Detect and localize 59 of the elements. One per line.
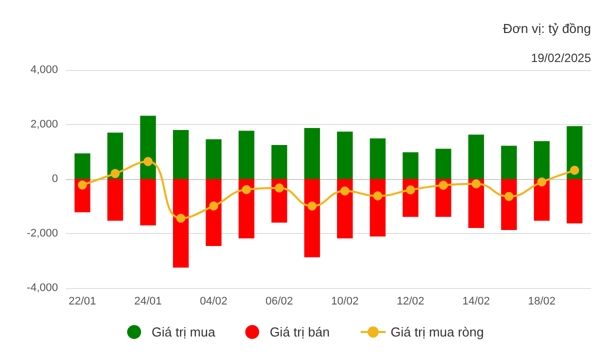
- y-tick-label: -2,000: [26, 228, 58, 240]
- bar: [501, 179, 517, 230]
- y-tick-label: 4,000: [30, 64, 58, 76]
- bar: [74, 153, 90, 179]
- bar: [566, 126, 582, 179]
- point: [406, 185, 416, 194]
- bar: [501, 146, 517, 179]
- y-tick-label: 2,000: [30, 118, 58, 130]
- point: [209, 201, 218, 210]
- bar: [337, 179, 353, 238]
- bar: [140, 116, 156, 179]
- y-tick-label: 0: [52, 173, 58, 185]
- bar: [271, 144, 288, 179]
- text: Đơn vị: tỷ đồng: [502, 21, 592, 36]
- legend-label: Giá trị bán: [270, 324, 330, 340]
- bar: [534, 141, 550, 179]
- y-tick-label: -4,000: [26, 282, 58, 294]
- bar: [172, 179, 189, 268]
- point: [340, 186, 350, 196]
- x-tick-label: 14/02: [462, 296, 490, 308]
- point: [110, 169, 120, 178]
- x-tick-label: 24/01: [134, 296, 162, 308]
- bar: [468, 134, 484, 179]
- bar: [402, 152, 418, 179]
- point: [78, 180, 87, 190]
- bar: [238, 130, 254, 179]
- point: [242, 185, 251, 194]
- point: [308, 201, 317, 210]
- x-tick-label: 12/02: [396, 296, 424, 308]
- x-tick-label: 18/02: [528, 296, 556, 308]
- bar: [370, 138, 386, 179]
- x-tick-label: 10/02: [331, 296, 359, 308]
- x-tick-label: 06/02: [266, 296, 294, 308]
- point: [274, 183, 284, 192]
- bar: [337, 132, 353, 179]
- point: [438, 180, 448, 190]
- bar: [107, 179, 124, 221]
- point: [570, 166, 580, 175]
- bar: [304, 179, 320, 258]
- point: [176, 214, 186, 223]
- legend-label: Giá trị mua ròng: [390, 324, 484, 340]
- bar: [370, 179, 386, 236]
- bar: [172, 130, 189, 179]
- bar: [566, 179, 582, 224]
- x-tick-label: 22/01: [68, 296, 96, 308]
- bar: [206, 179, 222, 246]
- text: 19/02/2025: [530, 51, 592, 65]
- bar: [140, 179, 156, 226]
- point: [144, 157, 153, 166]
- x-tick-label: 04/02: [200, 296, 228, 308]
- legend-label: Giá trị mua: [152, 324, 216, 340]
- bar: [206, 139, 222, 179]
- point: [472, 179, 481, 188]
- bar: [435, 148, 452, 179]
- point: [504, 192, 514, 201]
- bar: [238, 179, 254, 238]
- point: [537, 178, 546, 186]
- bar: [304, 128, 320, 179]
- point: [373, 191, 382, 200]
